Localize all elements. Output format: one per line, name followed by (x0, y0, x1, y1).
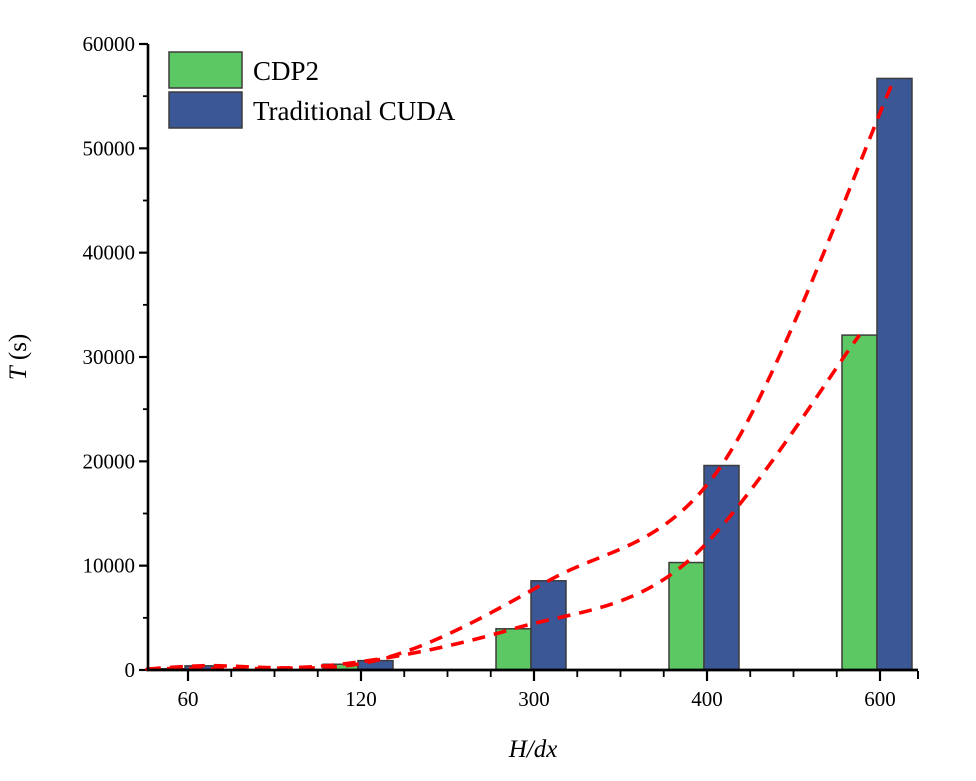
legend: CDP2 Traditional CUDA (168, 51, 456, 129)
bars-layer (149, 77, 913, 671)
y-tick-label: 10000 (83, 554, 136, 578)
y-tick-label: 0 (125, 658, 136, 682)
legend-label-traditional-cuda: Traditional CUDA (253, 96, 456, 126)
bar-traditional-cuda-400 (703, 464, 740, 671)
y-tick-label: 20000 (83, 449, 136, 473)
x-tick-label: 60 (178, 687, 199, 711)
y-tick-label: 50000 (83, 136, 136, 160)
trend-curves-layer (145, 77, 897, 671)
legend-swatch-cdp2 (168, 51, 243, 89)
trend-curve-cdp2 (145, 334, 861, 671)
x-tick-label: 400 (691, 687, 723, 711)
x-tick-label: 600 (864, 687, 896, 711)
bar-cdp2-400 (668, 561, 705, 671)
bar-cdp2-600 (841, 334, 878, 671)
legend-swatch-traditional-cuda (168, 91, 243, 129)
x-axis-title: H/dx (508, 736, 558, 763)
y-axis-title: T (s) (5, 334, 32, 381)
x-tick-label: 120 (345, 687, 377, 711)
bar-cdp2-300 (495, 628, 532, 671)
y-tick-label: 40000 (83, 241, 136, 265)
legend-label-cdp2: CDP2 (253, 56, 319, 86)
axis-ticks-layer: 0 10000 20000 30000 40000 50000 60000 60 120 300 4… (83, 32, 919, 711)
trend-curve-traditional-cuda (147, 77, 897, 671)
bar-traditional-cuda-600 (876, 77, 913, 671)
bar-traditional-cuda-300 (530, 580, 567, 671)
x-tick-label: 300 (518, 687, 550, 711)
y-axis-title-italic: T (5, 364, 32, 380)
y-axis-title-units: (s) (5, 334, 32, 367)
y-tick-label: 60000 (83, 32, 136, 56)
y-tick-label: 30000 (83, 345, 136, 369)
